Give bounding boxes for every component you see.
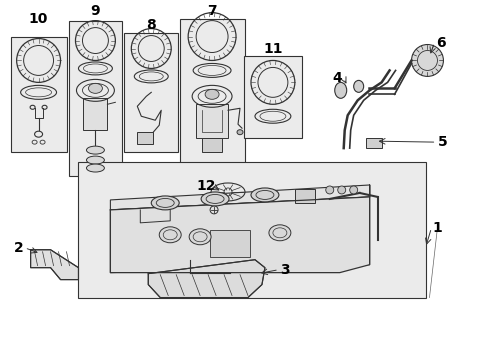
Ellipse shape [334, 82, 346, 98]
Bar [365, 138, 381, 148]
Bar [68, 21, 122, 176]
Bar [244, 57, 301, 138]
Ellipse shape [189, 229, 211, 245]
Text: 2: 2 [14, 241, 23, 255]
Text: 8: 8 [146, 18, 156, 32]
Bar [124, 32, 178, 152]
Ellipse shape [353, 80, 363, 92]
Text: 12: 12 [196, 179, 215, 193]
Ellipse shape [268, 225, 290, 241]
Text: 4: 4 [332, 71, 342, 85]
Ellipse shape [88, 84, 102, 93]
Polygon shape [31, 250, 78, 280]
Bar [202, 138, 222, 152]
Text: 3: 3 [280, 263, 289, 276]
Ellipse shape [86, 156, 104, 164]
Ellipse shape [337, 186, 345, 194]
Bar [210, 230, 249, 257]
Polygon shape [110, 185, 369, 210]
Bar [180, 19, 244, 176]
Polygon shape [148, 260, 264, 298]
Text: 6: 6 [435, 36, 445, 50]
Text: 11: 11 [263, 41, 282, 55]
Ellipse shape [237, 130, 243, 135]
Bar [78, 162, 426, 298]
Bar [196, 104, 227, 138]
Polygon shape [110, 185, 369, 273]
Bar [137, 132, 153, 144]
Bar [83, 98, 107, 130]
Ellipse shape [325, 186, 333, 194]
Text: 1: 1 [432, 221, 442, 235]
Ellipse shape [159, 227, 181, 243]
Ellipse shape [204, 89, 219, 99]
Ellipse shape [86, 164, 104, 172]
Text: 9: 9 [90, 4, 100, 18]
Ellipse shape [250, 188, 278, 202]
Ellipse shape [201, 192, 228, 206]
Text: 5: 5 [437, 135, 447, 149]
Text: 10: 10 [29, 12, 48, 26]
Circle shape [411, 45, 443, 76]
Polygon shape [110, 197, 369, 273]
Bar [294, 189, 314, 203]
Ellipse shape [349, 186, 357, 194]
Bar [11, 37, 66, 152]
Ellipse shape [86, 146, 104, 154]
Ellipse shape [151, 196, 179, 210]
Text: 7: 7 [207, 4, 217, 18]
